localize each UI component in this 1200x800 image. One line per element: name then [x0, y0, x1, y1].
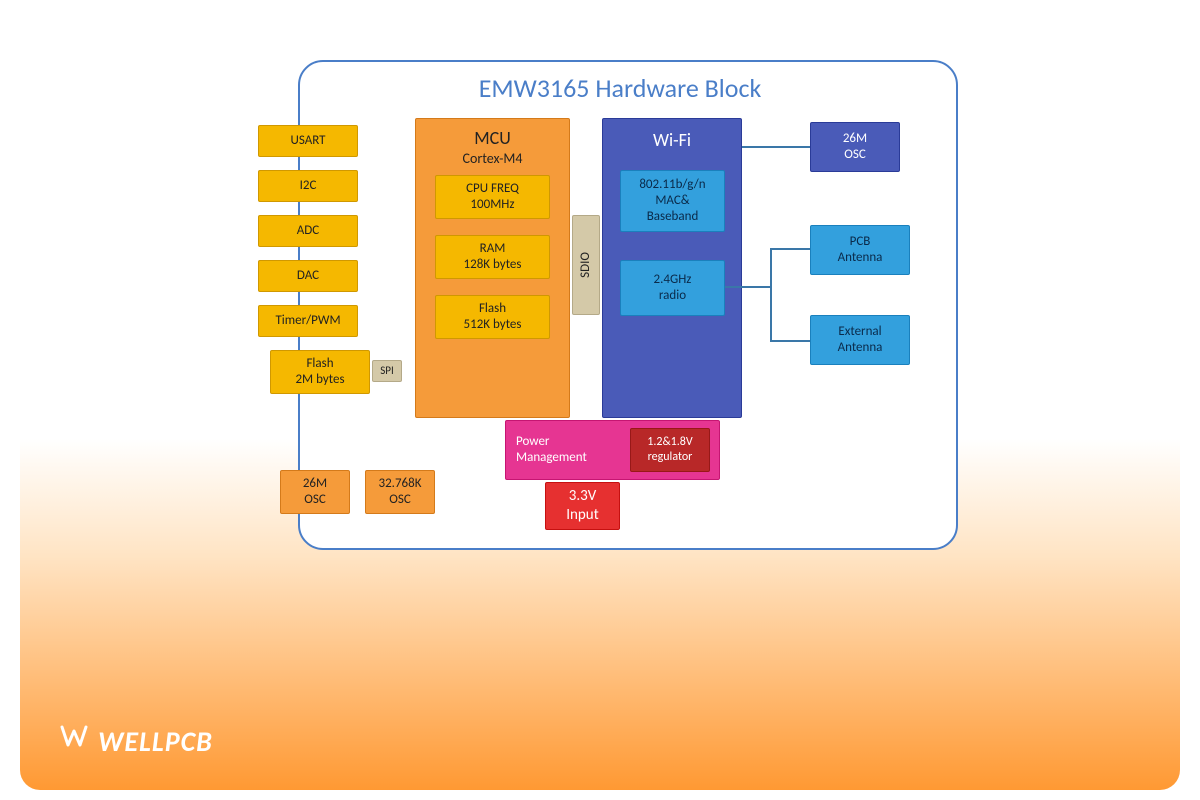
logo-icon — [60, 723, 92, 760]
block-26m-osc-left: 26M OSC — [280, 470, 350, 514]
block-timer-pwm: Timer/PWM — [258, 305, 358, 337]
block-pcb-antenna: PCB Antenna — [810, 225, 910, 275]
wifi-title: Wi-Fi — [653, 129, 691, 152]
mcu-flash: Flash 512K bytes — [435, 295, 550, 339]
sdio-label: SDIO — [578, 252, 594, 278]
block-regulator: 1.2&1.8V regulator — [630, 428, 710, 472]
logo-text: WELLPCB — [98, 724, 213, 759]
card-background: EMW3165 Hardware Block USART I2C ADC DAC… — [20, 10, 1180, 790]
block-usart: USART — [258, 125, 358, 157]
block-flash-2m: Flash 2M bytes — [270, 350, 370, 394]
mcu-title: MCU — [474, 127, 511, 150]
block-sdio: SDIO — [572, 215, 600, 315]
brand-logo: WELLPCB — [60, 723, 213, 760]
diagram-stage: EMW3165 Hardware Block USART I2C ADC DAC… — [260, 60, 980, 570]
block-dac: DAC — [258, 260, 358, 292]
wifi-mac: 802.11b/g/n MAC& Baseband — [620, 170, 725, 232]
line-to-ext-ant — [770, 340, 810, 342]
pm-label: Power Management — [516, 434, 587, 467]
mcu-subtitle: Cortex-M4 — [462, 150, 522, 168]
line-radio-out — [725, 286, 770, 288]
line-to-pcb-ant — [770, 248, 810, 250]
block-adc: ADC — [258, 215, 358, 247]
line-ant-vert — [770, 248, 772, 342]
wifi-radio: 2.4GHz radio — [620, 260, 725, 316]
mcu-ram: RAM 128K bytes — [435, 235, 550, 279]
mcu-cpu: CPU FREQ 100MHz — [435, 175, 550, 219]
block-33v-input: 3.3V Input — [545, 482, 620, 530]
diagram-title: EMW3165 Hardware Block — [260, 72, 980, 104]
block-32k-osc: 32.768K OSC — [365, 470, 435, 514]
block-26m-osc-right: 26M OSC — [810, 122, 900, 172]
block-i2c: I2C — [258, 170, 358, 202]
line-wifi-osc — [742, 146, 810, 148]
spi-label: SPI — [372, 360, 402, 382]
block-ext-antenna: External Antenna — [810, 315, 910, 365]
